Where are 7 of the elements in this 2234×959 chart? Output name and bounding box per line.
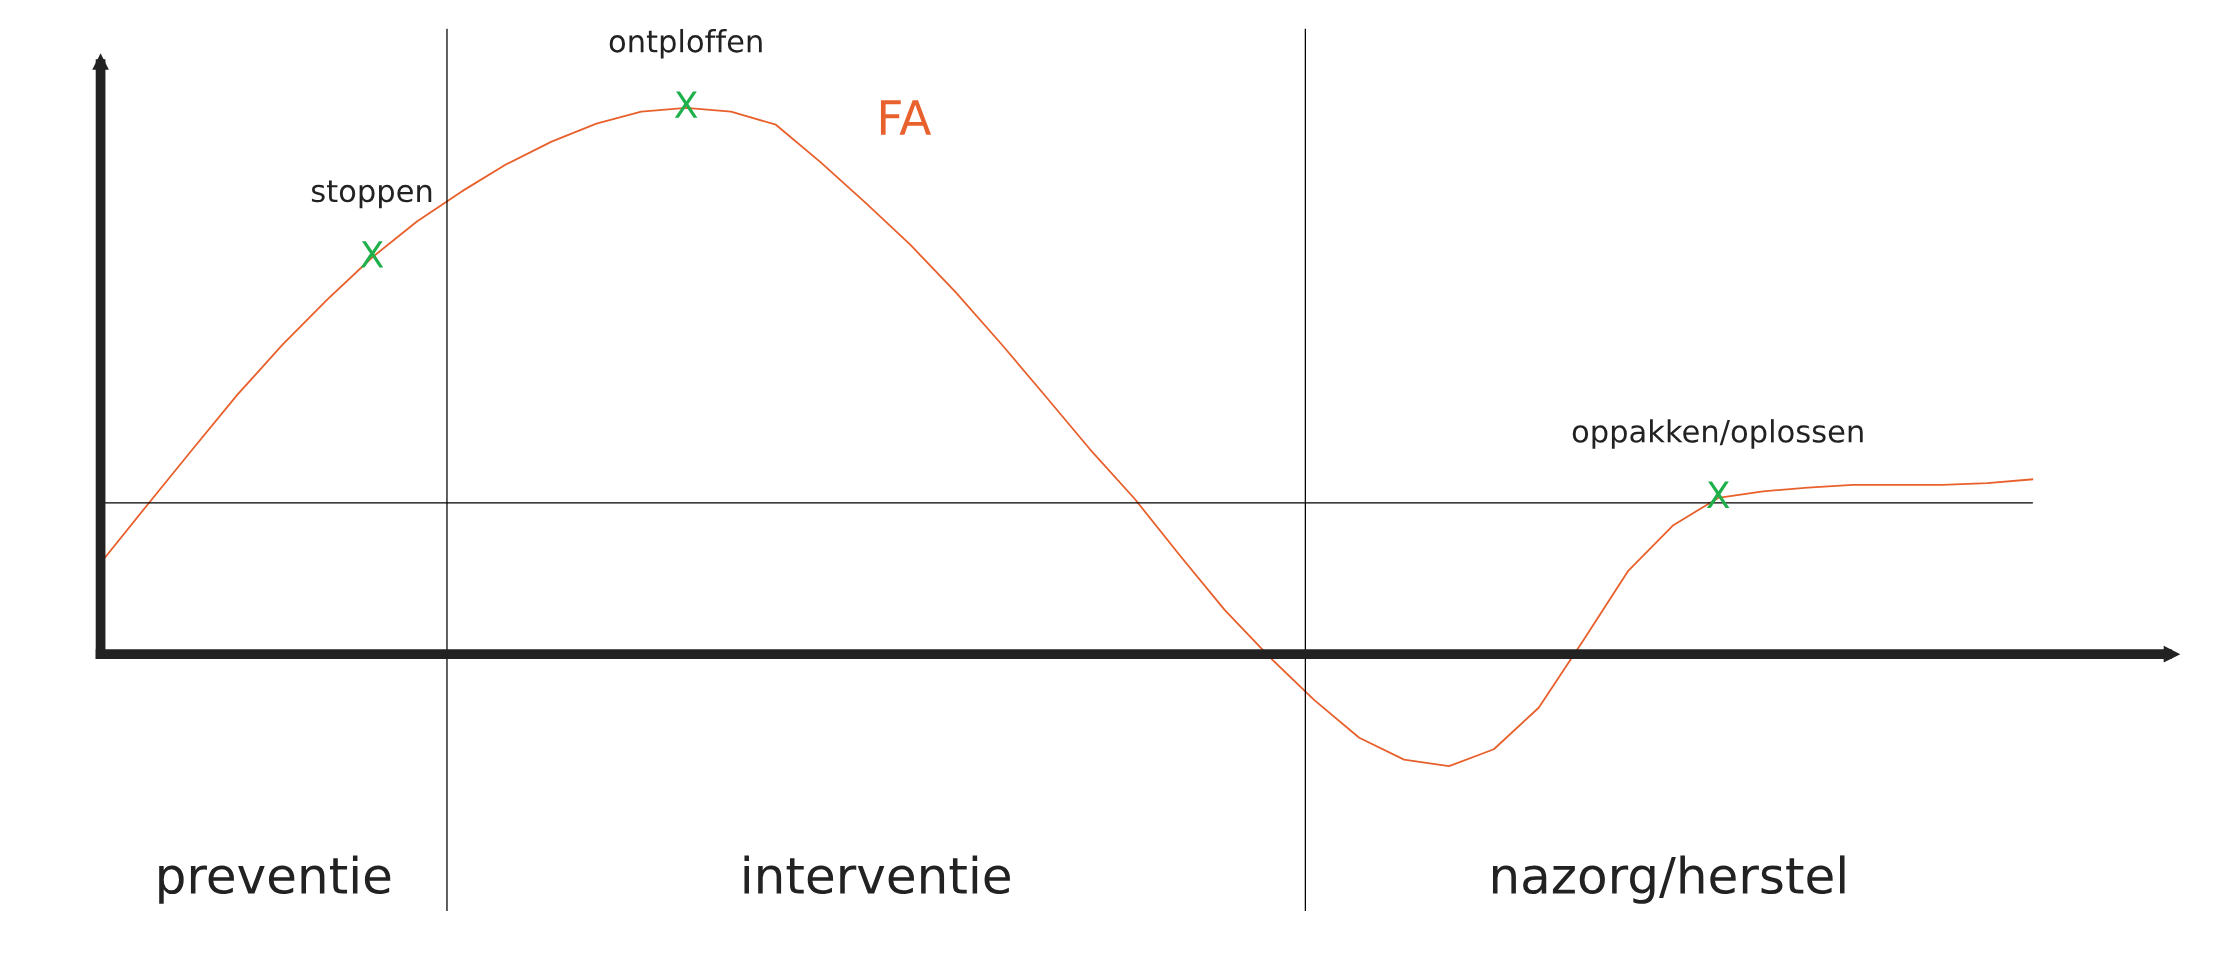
text: interventie (744, 855, 1010, 895)
series-label: FA (880, 100, 932, 135)
annotation: stoppen (311, 180, 432, 209)
text: preventie (159, 855, 391, 904)
annotation: ontploffen (609, 29, 762, 59)
annotation: oppakken/oplossen (1572, 419, 1863, 449)
text: nazorg/herstel (1492, 855, 1845, 904)
